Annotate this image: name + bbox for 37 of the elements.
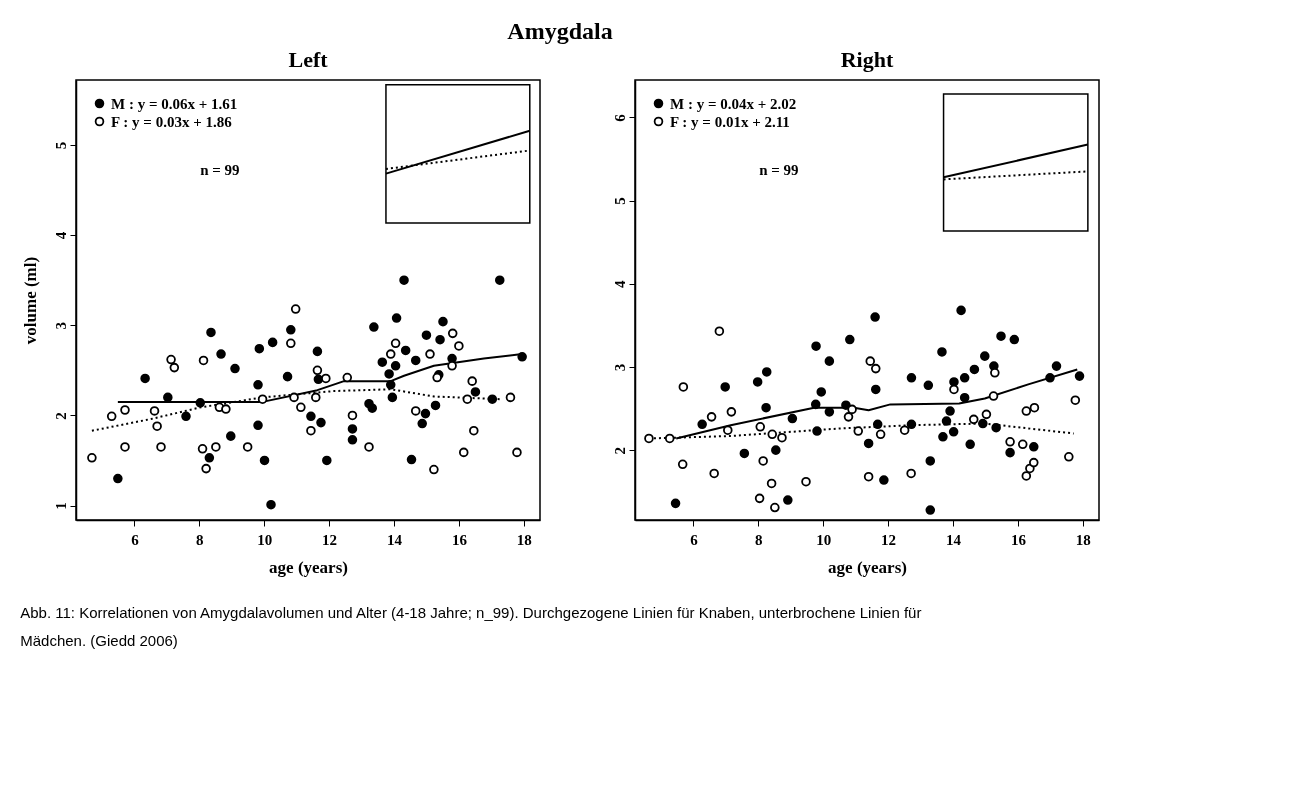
x-tick-label: 8 bbox=[196, 531, 204, 548]
x-tick-label: 6 bbox=[690, 531, 699, 548]
y-tick-label: 3 bbox=[52, 322, 69, 330]
y-tick-label: 2 bbox=[611, 446, 628, 455]
annotation: n = 99 bbox=[200, 162, 240, 179]
chart-title: Left bbox=[288, 47, 329, 72]
x-tick-label: 16 bbox=[451, 531, 468, 548]
y-tick-label: 6 bbox=[611, 113, 628, 122]
x-tick-label: 14 bbox=[945, 531, 962, 548]
x-tick-label: 10 bbox=[257, 531, 273, 548]
x-tick-label: 8 bbox=[755, 531, 763, 548]
x-axis-title: age (years) bbox=[269, 557, 348, 577]
x-tick-label: 16 bbox=[1010, 531, 1027, 548]
chart-title: Right bbox=[840, 47, 894, 72]
legend-label: M : y = 0.06x + 1.61 bbox=[111, 95, 238, 112]
x-tick-label: 14 bbox=[386, 531, 403, 548]
legend-label: F : y = 0.03x + 1.86 bbox=[111, 113, 233, 130]
y-tick-label: 4 bbox=[52, 231, 69, 240]
y-axis-title: volume (ml) bbox=[20, 256, 40, 345]
x-tick-label: 12 bbox=[881, 531, 897, 548]
x-tick-label: 12 bbox=[322, 531, 338, 548]
y-tick-label: 4 bbox=[611, 280, 628, 289]
y-tick-label: 5 bbox=[52, 141, 69, 150]
x-axis-title: age (years) bbox=[828, 557, 907, 577]
legend-label: M : y = 0.04x + 2.02 bbox=[670, 95, 797, 112]
y-tick-label: 3 bbox=[611, 363, 628, 372]
x-tick-label: 18 bbox=[516, 531, 532, 548]
text: Amygdala bbox=[507, 18, 613, 45]
legend-label: F : y = 0.01x + 2.11 bbox=[670, 113, 790, 130]
x-tick-label: 18 bbox=[1075, 531, 1091, 548]
y-tick-label: 2 bbox=[52, 412, 69, 420]
caption: Abb. 11: Korrelationen von Amygdalavolumen und Alter (4-18 Jahre; n_99). Durchgezogene Linien für Knaben, unterbrochene Linien für Mädchen. (Giedd 2006) bbox=[20, 603, 922, 649]
x-tick-label: 6 bbox=[131, 531, 140, 548]
x-tick-label: 10 bbox=[816, 531, 832, 548]
y-tick-label: 1 bbox=[52, 502, 69, 510]
annotation: n = 99 bbox=[759, 162, 799, 179]
y-tick-label: 5 bbox=[611, 197, 628, 205]
